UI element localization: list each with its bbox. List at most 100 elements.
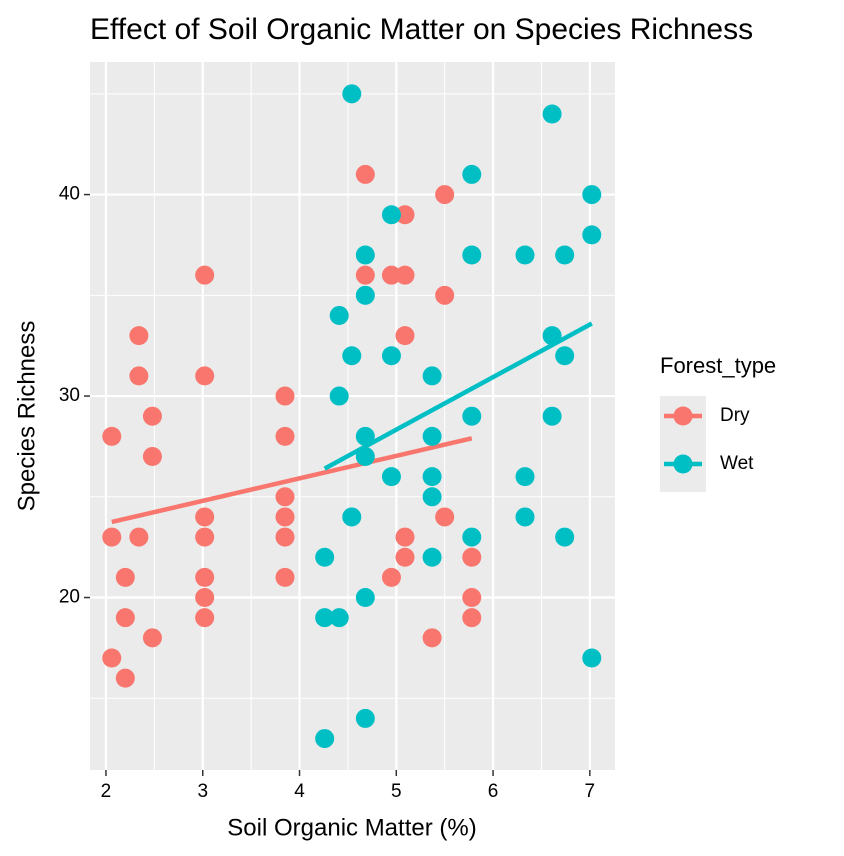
point <box>275 386 295 406</box>
legend-dot <box>673 454 693 474</box>
chart-title: Effect of Soil Organic Matter on Species… <box>90 13 753 46</box>
point <box>555 245 575 265</box>
point <box>462 527 482 547</box>
point <box>142 446 162 466</box>
point <box>195 507 215 527</box>
point <box>515 507 535 527</box>
point <box>102 426 122 446</box>
legend-dot <box>673 406 693 426</box>
point <box>355 588 375 608</box>
x-tick-label: 7 <box>585 781 596 802</box>
legend-title: Forest_type <box>660 353 776 378</box>
point <box>422 366 442 386</box>
point <box>555 346 575 366</box>
point <box>515 467 535 487</box>
point <box>355 164 375 184</box>
x-tick-label: 2 <box>101 781 112 802</box>
point <box>381 346 401 366</box>
x-tick-label: 3 <box>197 781 208 802</box>
point <box>355 245 375 265</box>
point <box>102 648 122 668</box>
point <box>355 285 375 305</box>
y-tick-label: 40 <box>59 184 80 205</box>
point <box>275 527 295 547</box>
point <box>462 406 482 426</box>
point <box>355 708 375 728</box>
point <box>275 507 295 527</box>
point <box>115 668 135 688</box>
point <box>515 245 535 265</box>
point <box>395 527 415 547</box>
point <box>342 346 362 366</box>
y-axis-label: Species Richness <box>13 321 40 512</box>
trend-line <box>111 436 473 525</box>
trend-line <box>323 321 593 471</box>
point <box>542 104 562 124</box>
point <box>195 608 215 628</box>
point <box>315 547 335 567</box>
point <box>582 185 602 205</box>
point <box>435 185 455 205</box>
point <box>395 547 415 567</box>
point <box>315 729 335 749</box>
point <box>195 265 215 285</box>
point <box>129 366 149 386</box>
point <box>381 467 401 487</box>
point <box>195 588 215 608</box>
legend-label: Wet <box>720 453 754 474</box>
point <box>329 305 349 325</box>
point <box>422 547 442 567</box>
point <box>195 366 215 386</box>
point <box>381 205 401 225</box>
x-tick-label: 5 <box>391 781 402 802</box>
x-tick-label: 6 <box>488 781 499 802</box>
point <box>395 265 415 285</box>
point <box>462 608 482 628</box>
point <box>435 507 455 527</box>
point <box>142 406 162 426</box>
point <box>355 426 375 446</box>
point <box>462 164 482 184</box>
point <box>582 648 602 668</box>
point <box>381 265 401 285</box>
point <box>275 567 295 587</box>
point <box>115 567 135 587</box>
point <box>275 487 295 507</box>
point <box>395 205 415 225</box>
point <box>329 386 349 406</box>
legend-label: Dry <box>720 405 750 426</box>
point <box>355 265 375 285</box>
point <box>422 628 442 648</box>
point <box>462 588 482 608</box>
point <box>462 547 482 567</box>
point <box>115 608 135 628</box>
point <box>315 608 335 628</box>
x-tick-label: 4 <box>294 781 305 802</box>
point <box>142 628 162 648</box>
y-tick-label: 30 <box>59 385 80 406</box>
point <box>422 426 442 446</box>
x-axis-label: Soil Organic Matter (%) <box>227 814 476 841</box>
point <box>102 527 122 547</box>
point <box>542 406 562 426</box>
point <box>422 467 442 487</box>
point <box>342 507 362 527</box>
point <box>129 527 149 547</box>
point <box>422 487 442 507</box>
panel <box>90 62 615 770</box>
point <box>342 84 362 104</box>
point <box>275 426 295 446</box>
point <box>195 527 215 547</box>
y-tick-label: 20 <box>59 587 80 608</box>
point <box>582 225 602 245</box>
point <box>555 527 575 547</box>
point <box>129 326 149 346</box>
point <box>195 567 215 587</box>
point <box>462 245 482 265</box>
point <box>395 326 415 346</box>
point <box>329 608 349 628</box>
point <box>435 285 455 305</box>
point <box>355 446 375 466</box>
point <box>381 567 401 587</box>
